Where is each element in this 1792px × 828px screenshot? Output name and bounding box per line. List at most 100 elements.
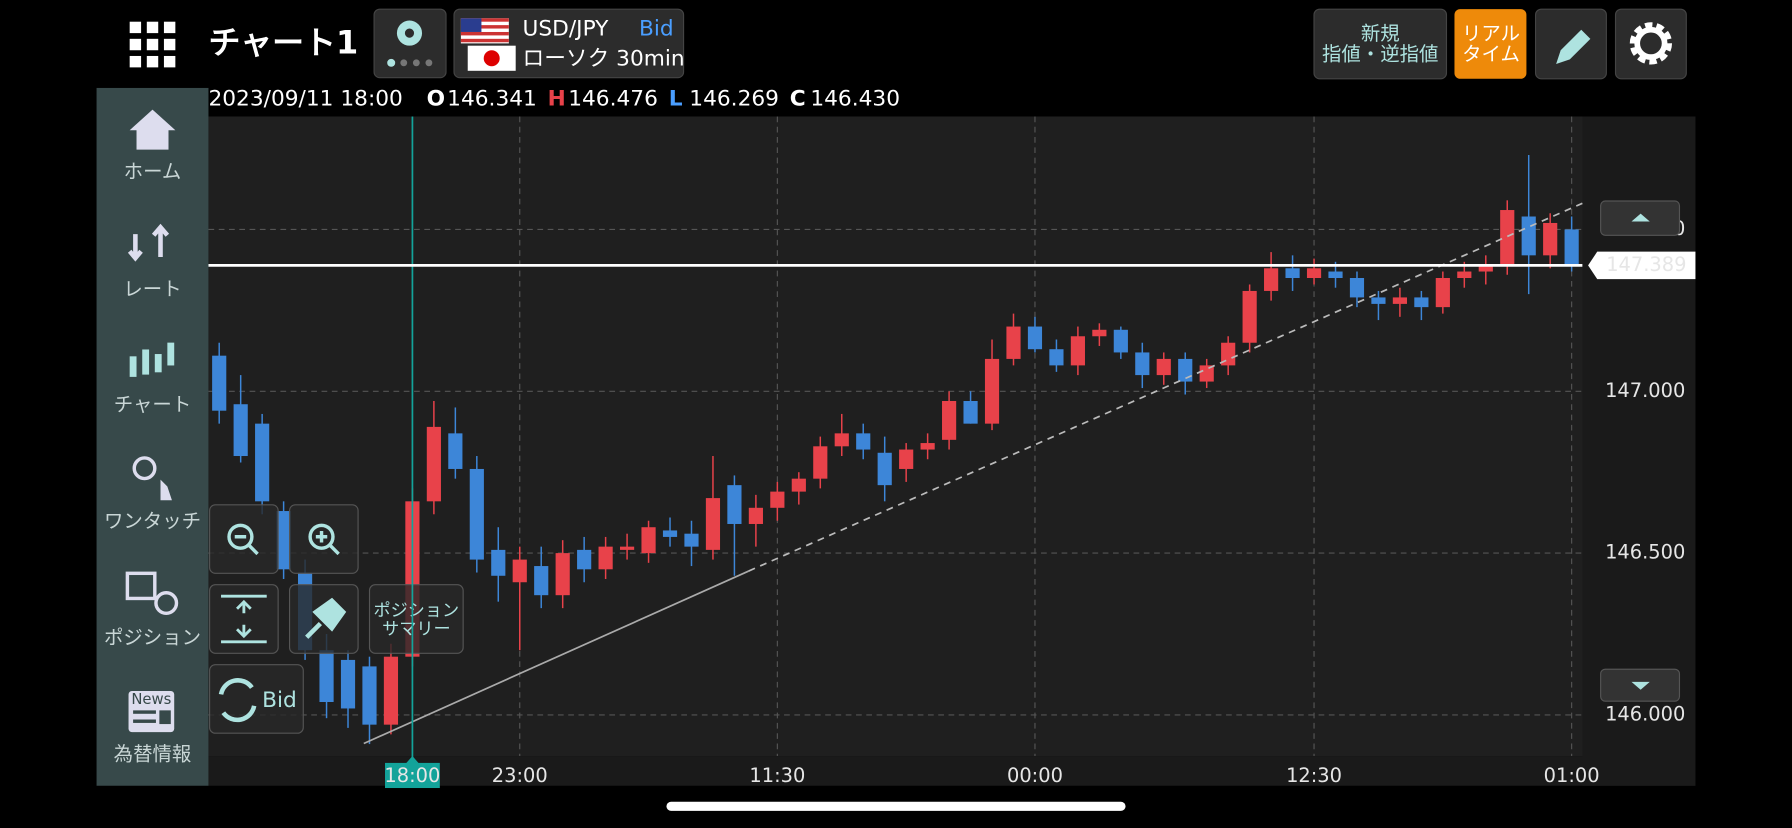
y-tick-label: 146.500 bbox=[1605, 541, 1685, 564]
settings-button[interactable] bbox=[1614, 8, 1687, 80]
realtime-label: リアル bbox=[1462, 22, 1520, 45]
candle-body bbox=[1221, 342, 1236, 366]
order-label: 指値・逆指値 bbox=[1322, 42, 1438, 65]
news-badge: News bbox=[131, 691, 171, 708]
candle-body bbox=[598, 546, 613, 570]
realtime-label: タイム bbox=[1462, 42, 1520, 65]
sidebar-label: チャート bbox=[114, 393, 191, 416]
candle-body bbox=[1070, 336, 1085, 366]
candle-body bbox=[942, 400, 957, 440]
candle-body bbox=[1478, 265, 1493, 272]
position-summary-button[interactable]: ポジション サマリー bbox=[368, 584, 464, 654]
crosshair-label-bg bbox=[385, 762, 440, 789]
home-indicator bbox=[666, 801, 1126, 811]
info-key: L bbox=[669, 86, 683, 111]
candle-body bbox=[813, 446, 828, 479]
candle-body bbox=[1242, 290, 1257, 343]
candle-body bbox=[791, 478, 806, 492]
bid-toggle-button[interactable]: Bid bbox=[209, 664, 304, 734]
zoom-out-button[interactable] bbox=[209, 504, 279, 574]
candle-body bbox=[1564, 229, 1579, 266]
x-tick-label: 12:30 bbox=[1286, 764, 1342, 787]
candle-body bbox=[1328, 271, 1343, 278]
candle-body bbox=[1135, 352, 1150, 376]
candle-body bbox=[684, 533, 699, 547]
candle-body bbox=[1092, 329, 1107, 337]
x-tick-label: 01:00 bbox=[1544, 764, 1600, 787]
candle-body bbox=[383, 656, 399, 725]
candle-body bbox=[748, 507, 763, 524]
candle-body bbox=[577, 549, 592, 570]
candle-body bbox=[319, 650, 334, 702]
sidebar-label: レート bbox=[123, 278, 181, 301]
candle-body bbox=[1285, 268, 1300, 278]
y-tick-label: 147.000 bbox=[1605, 379, 1685, 402]
candle-body bbox=[770, 491, 785, 508]
candle-body bbox=[1500, 210, 1515, 266]
candle-body bbox=[534, 566, 549, 596]
chart: 146.000146.500147.000147.50023:0011:3000… bbox=[208, 116, 1685, 787]
x-tick-label: 00:00 bbox=[1007, 764, 1063, 787]
sidebar-label: ホーム bbox=[124, 160, 182, 183]
order-label: 新規 bbox=[1361, 22, 1400, 45]
candle-body bbox=[512, 559, 527, 583]
candle-body bbox=[1457, 271, 1472, 278]
info-value: 146.476 bbox=[568, 86, 658, 111]
x-tick-label: 11:30 bbox=[749, 764, 805, 787]
candle-body bbox=[340, 659, 356, 709]
info-datetime: 2023/09/11 18:00 bbox=[208, 86, 402, 111]
new-order-button[interactable]: 新規 指値・逆指値 bbox=[1313, 8, 1448, 80]
info-value: 146.430 bbox=[810, 86, 900, 111]
candle-body bbox=[920, 443, 935, 450]
time-axis bbox=[208, 756, 1696, 786]
candle-body bbox=[1349, 277, 1365, 298]
side-label: Bid bbox=[639, 17, 674, 42]
current-price-label: 147.389 bbox=[1606, 253, 1686, 276]
candle-body bbox=[705, 498, 721, 550]
candle-body bbox=[1113, 329, 1128, 353]
menu-button[interactable] bbox=[129, 21, 176, 68]
scroll-up-button[interactable] bbox=[1600, 200, 1681, 236]
candle-body bbox=[1156, 358, 1171, 376]
chart-kind-label: ローソク 30min bbox=[523, 46, 685, 71]
zoom-in-button[interactable] bbox=[288, 504, 359, 574]
draw-button[interactable] bbox=[1534, 8, 1607, 80]
trend-line bbox=[363, 570, 750, 745]
sidebar-label: ポジション bbox=[104, 626, 201, 649]
candle-body bbox=[1006, 326, 1021, 359]
overlay-layer: 18:00 147.389 bbox=[208, 116, 1696, 789]
candle-body bbox=[856, 433, 871, 450]
candle-body bbox=[212, 355, 227, 411]
candle-body bbox=[1543, 222, 1558, 256]
candle-body bbox=[620, 546, 635, 550]
chart-title: チャート1 bbox=[208, 24, 358, 62]
sidebar-icons bbox=[125, 109, 179, 733]
pair-label: USD/JPY bbox=[523, 17, 610, 42]
candle-body bbox=[426, 426, 441, 502]
candle-body bbox=[1371, 297, 1386, 304]
realtime-button[interactable]: リアル タイム bbox=[1454, 9, 1527, 79]
candle-body bbox=[1027, 326, 1043, 350]
candle-body bbox=[255, 423, 270, 502]
candle-body bbox=[233, 404, 248, 457]
sidebar bbox=[96, 87, 209, 786]
pair-selector[interactable]: USD/JPY Bid ローソク 30min bbox=[453, 8, 685, 79]
candle-body bbox=[984, 358, 1000, 424]
candle-body bbox=[899, 449, 914, 469]
candle-body bbox=[662, 530, 678, 537]
chart-settings-button[interactable] bbox=[373, 8, 447, 79]
current-price-tag bbox=[1588, 251, 1696, 280]
pin-button[interactable] bbox=[288, 584, 359, 654]
candle-body bbox=[491, 549, 506, 576]
x-tick-label: 18:00 bbox=[384, 764, 440, 787]
candle-body bbox=[1414, 297, 1429, 308]
button-label: Bid bbox=[262, 688, 297, 713]
candle-body bbox=[1199, 365, 1214, 382]
candle-body bbox=[963, 400, 978, 424]
fit-button[interactable] bbox=[209, 584, 279, 654]
button-label: ポジション bbox=[374, 601, 460, 621]
candle-body bbox=[1435, 277, 1450, 308]
scroll-down-button[interactable] bbox=[1600, 668, 1681, 702]
candle-body bbox=[1521, 216, 1536, 256]
